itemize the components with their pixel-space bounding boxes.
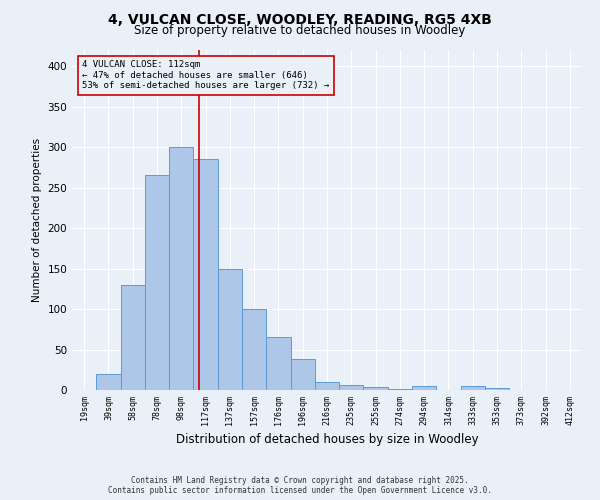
Bar [461, 386, 485, 390]
Bar [193, 160, 218, 390]
Bar [364, 387, 388, 390]
Bar [266, 338, 290, 390]
Text: 4 VULCAN CLOSE: 112sqm
← 47% of detached houses are smaller (646)
53% of semi-de: 4 VULCAN CLOSE: 112sqm ← 47% of detached… [82, 60, 329, 90]
Text: 4, VULCAN CLOSE, WOODLEY, READING, RG5 4XB: 4, VULCAN CLOSE, WOODLEY, READING, RG5 4… [108, 12, 492, 26]
Bar [339, 385, 364, 390]
Bar [315, 382, 339, 390]
Text: Size of property relative to detached houses in Woodley: Size of property relative to detached ho… [134, 24, 466, 37]
Bar [290, 359, 315, 390]
Bar [145, 176, 169, 390]
Bar [218, 268, 242, 390]
Bar [169, 147, 193, 390]
Bar [412, 386, 436, 390]
X-axis label: Distribution of detached houses by size in Woodley: Distribution of detached houses by size … [176, 433, 478, 446]
Bar [388, 389, 412, 390]
Y-axis label: Number of detached properties: Number of detached properties [32, 138, 42, 302]
Bar [96, 374, 121, 390]
Bar [485, 388, 509, 390]
Bar [242, 309, 266, 390]
Text: Contains HM Land Registry data © Crown copyright and database right 2025.
Contai: Contains HM Land Registry data © Crown c… [108, 476, 492, 495]
Bar [121, 285, 145, 390]
